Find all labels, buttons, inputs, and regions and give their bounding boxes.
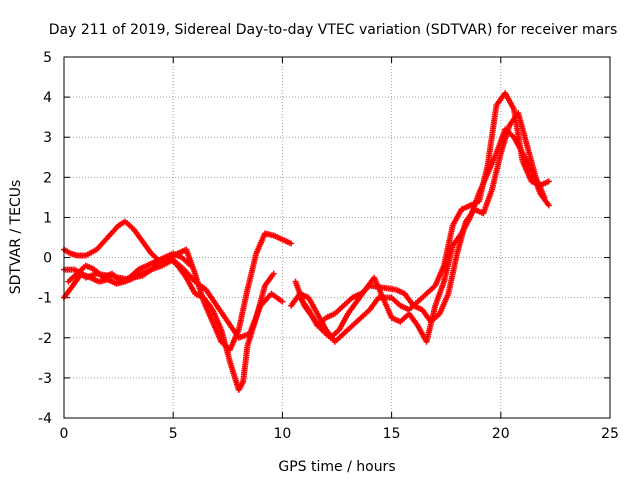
data-point bbox=[279, 298, 286, 305]
y-tick-label: -2 bbox=[38, 331, 52, 347]
series-track-d bbox=[65, 250, 194, 285]
data-point bbox=[541, 194, 548, 201]
y-tick-label: 1 bbox=[43, 210, 52, 226]
x-tick-label: 15 bbox=[383, 426, 401, 442]
x-axis-title: GPS time / hours bbox=[278, 459, 395, 475]
y-tick-label: 4 bbox=[43, 90, 52, 106]
data-point bbox=[545, 178, 552, 185]
y-axis-title: SDTVAR / TECUs bbox=[8, 180, 24, 295]
x-tick-label: 5 bbox=[169, 426, 178, 442]
y-tick-label: 3 bbox=[43, 130, 52, 146]
y-tick-label: -4 bbox=[38, 411, 52, 427]
y-tick-label: -1 bbox=[38, 291, 52, 307]
y-tick-label: 0 bbox=[43, 251, 52, 267]
data-point bbox=[187, 262, 194, 269]
data-point bbox=[288, 240, 295, 247]
gridlines bbox=[64, 57, 610, 418]
x-tick-label: 25 bbox=[601, 426, 619, 442]
y-tick-label: 2 bbox=[43, 170, 52, 186]
data-point bbox=[270, 270, 277, 277]
x-tick-label: 10 bbox=[273, 426, 291, 442]
plot-frame bbox=[63, 56, 611, 419]
y-tick-label: -3 bbox=[38, 371, 52, 387]
chart-title: Day 211 of 2019, Sidereal Day-to-day VTE… bbox=[49, 22, 617, 38]
x-tick-label: 0 bbox=[60, 426, 69, 442]
axis-ticks: 0 5 10 15 20 25 -4 -3 -2 -1 0 1 2 3 4 5 bbox=[38, 50, 619, 442]
series-track-g bbox=[296, 110, 548, 329]
y-tick-label: 5 bbox=[43, 50, 52, 66]
x-tick-label: 20 bbox=[492, 426, 510, 442]
data-points bbox=[61, 90, 552, 393]
series-track-a bbox=[61, 218, 295, 353]
data-point bbox=[545, 202, 552, 209]
